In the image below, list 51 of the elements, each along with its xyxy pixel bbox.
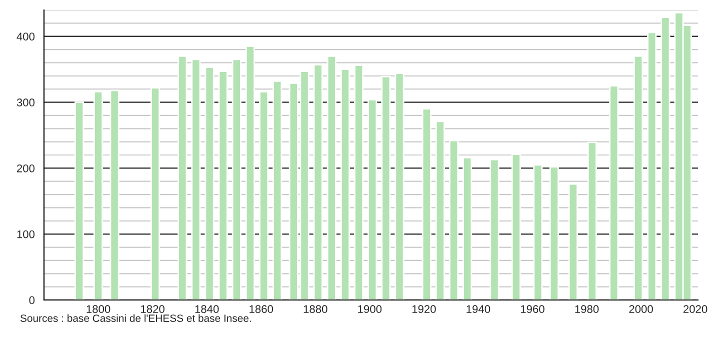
bar <box>647 32 657 300</box>
bar <box>204 66 214 300</box>
bar <box>218 70 228 300</box>
x-tick-label: 1980 <box>575 305 599 314</box>
bar <box>245 46 256 300</box>
bar <box>568 183 578 300</box>
x-tick-label: 2000 <box>629 305 653 314</box>
bar <box>94 91 104 300</box>
bar <box>462 156 472 300</box>
bar <box>422 108 432 300</box>
bar <box>74 102 84 300</box>
bar <box>549 166 559 300</box>
x-tick-label: 1860 <box>250 305 274 314</box>
bar <box>511 154 521 300</box>
bar <box>368 98 378 300</box>
bar <box>272 80 282 300</box>
x-tick-label: 1840 <box>195 305 219 314</box>
bar <box>394 72 404 300</box>
bar <box>340 68 350 300</box>
x-tick-label: 2020 <box>683 305 708 314</box>
x-tick-label: 1920 <box>412 305 436 314</box>
bar <box>533 164 543 300</box>
x-tick-label: 1800 <box>86 305 110 314</box>
bar <box>609 85 619 300</box>
y-tick-label: 200 <box>16 164 35 172</box>
y-tick-label: 400 <box>16 32 35 40</box>
bar <box>313 64 323 300</box>
x-tick-label: 1820 <box>141 305 164 314</box>
bar <box>326 55 336 300</box>
x-tick-label: 1940 <box>466 305 490 314</box>
bar <box>150 87 160 300</box>
x-tick-label: 1960 <box>520 305 544 314</box>
bar <box>634 55 644 300</box>
bar <box>178 55 188 300</box>
y-tick-label: 0 <box>29 296 35 304</box>
y-tick-label: 300 <box>16 98 35 106</box>
bar <box>191 58 201 300</box>
bar <box>381 76 391 300</box>
bar <box>587 142 597 300</box>
x-tick-label: 1880 <box>304 305 328 314</box>
bar <box>232 58 242 300</box>
bar <box>110 90 120 300</box>
bar <box>660 16 670 300</box>
source-note: Sources : base Cassini de l'EHESS et base Insee. <box>20 314 251 322</box>
bar <box>435 120 445 300</box>
bar <box>449 140 459 300</box>
bar <box>259 91 269 300</box>
y-tick-label: 100 <box>17 230 35 238</box>
x-tick-label: 1900 <box>358 305 382 314</box>
bar <box>354 64 364 300</box>
bar <box>490 158 500 300</box>
